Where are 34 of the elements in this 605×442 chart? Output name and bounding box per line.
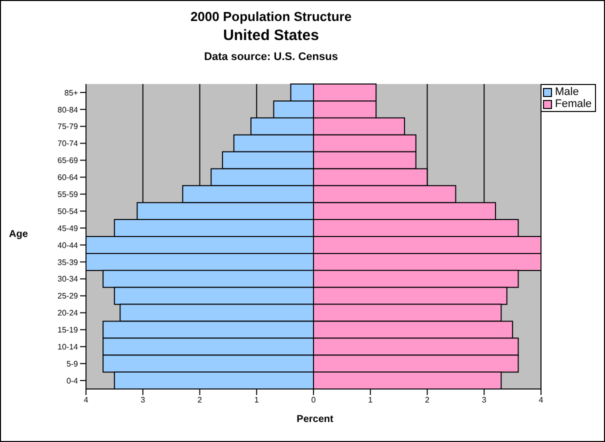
chart-title: 2000 Population Structure [189,9,353,24]
x-tick-label: 4 [84,396,89,405]
y-axis-title: Age [9,229,28,240]
x-tick-label: 4 [538,396,544,405]
legend-label: Female [555,98,592,110]
y-tick-label: 65-69 [58,156,79,166]
y-tick-label: 10-14 [58,342,79,352]
y-tick-label: 85+ [64,88,78,98]
chart-subtitle: United States [222,27,320,44]
x-tick-label: 3 [140,396,146,405]
y-tick-label: 0-4 [66,376,79,386]
y-tick-label: 45-49 [58,224,79,233]
legend-label: Male [555,86,579,98]
x-axis-title: Percent [296,414,334,425]
y-tick-label: 75-79 [58,122,79,132]
x-tick-label: 1 [254,396,260,405]
y-tick-label: 55-59 [58,190,79,199]
x-tick-label: 1 [368,396,374,405]
y-tick-label: 25-29 [58,292,79,301]
x-tick-label: 0 [311,396,316,405]
y-tick-label: 40-44 [58,240,79,250]
y-tick-label: 60-64 [58,173,79,182]
y-tick-label: 20-24 [58,308,79,318]
y-tick-label: 70-74 [58,139,79,148]
x-tick-label: 2 [425,396,430,405]
y-tick-label: 35-39 [58,258,79,267]
y-tick-label: 30-34 [58,274,79,284]
y-tick-label: 80-84 [58,105,79,114]
x-tick-label: 3 [482,396,487,405]
y-tick-label: 15-19 [58,326,79,335]
y-tick-label: 50-54 [58,206,79,216]
source-note: Data source: U.S. Census [203,51,339,63]
x-tick-label: 2 [198,396,203,405]
y-tick-label: 5-9 [66,359,79,368]
